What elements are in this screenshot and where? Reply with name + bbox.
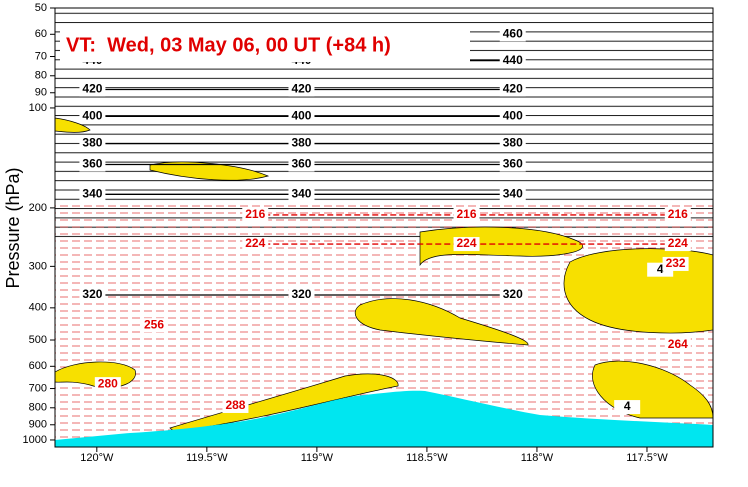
contour-label: 320 <box>503 287 523 301</box>
contour-label: 400 <box>503 109 523 123</box>
y-tick-label: 1000 <box>23 434 47 446</box>
y-tick-label: 900 <box>29 419 47 431</box>
plot-frame <box>54 7 714 448</box>
x-tick-label: 118°W <box>521 452 554 464</box>
contour-label-bg <box>664 237 691 252</box>
y-axis-label: Pressure (hPa) <box>3 167 23 288</box>
contour-label: 400 <box>82 109 102 123</box>
contour-label: 360 <box>82 157 102 171</box>
contour-label-bg <box>614 400 641 415</box>
contour-label-bg <box>288 288 315 303</box>
contour-label: 460 <box>503 26 523 40</box>
y-tick-label: 800 <box>29 402 47 414</box>
contour-label-bg <box>499 157 526 172</box>
contour-label-bg <box>79 288 106 303</box>
y-tick-label: 60 <box>35 28 47 40</box>
contour-label: 420 <box>291 82 311 96</box>
annotation: VT: Wed, 03 May 06, 00 UT (+84 h) <box>66 34 391 56</box>
contour-label: 288 <box>225 398 245 412</box>
y-tick-label: 200 <box>29 202 47 214</box>
contour-label-bg <box>288 136 315 151</box>
y-tick-label: 300 <box>29 260 47 272</box>
contour-label: 256 <box>144 317 164 331</box>
y-tick-label: 80 <box>35 70 47 82</box>
contour-label: 280 <box>98 376 118 390</box>
y-tick-label: 400 <box>29 302 47 314</box>
contour-label: 380 <box>503 136 523 150</box>
contour-label: 340 <box>82 186 102 200</box>
contour-label-bg <box>453 207 480 222</box>
contour-label-bg <box>288 187 315 202</box>
contour-label-bg <box>141 318 168 333</box>
contour-label: 224 <box>668 236 688 250</box>
contour-label: 4 <box>624 399 631 413</box>
contour-label-bg <box>662 256 689 271</box>
contour-label: 4 <box>657 262 664 276</box>
contour-label-bg <box>79 157 106 172</box>
contour-label-bg <box>94 377 121 392</box>
shading <box>354 298 529 346</box>
contour-label-bg <box>664 207 691 222</box>
contour-label-bg <box>288 82 315 97</box>
contour-label-bg <box>499 187 526 202</box>
contour-label: 420 <box>503 82 523 96</box>
x-tick-label: 118.5°W <box>406 452 448 464</box>
contour-label: 400 <box>291 109 311 123</box>
contour-label-bg <box>79 82 106 97</box>
contour-label-bg <box>499 109 526 124</box>
contour-label-bg <box>242 237 269 252</box>
contour-label: 224 <box>457 236 477 250</box>
contour-label-bg <box>664 337 691 352</box>
y-tick-label: 100 <box>29 102 47 114</box>
shading <box>55 117 91 133</box>
contour-label: 380 <box>82 136 102 150</box>
contour-label: 380 <box>291 136 311 150</box>
contour-label: 420 <box>82 82 102 96</box>
contour-label-bg <box>453 237 480 252</box>
shading <box>169 373 399 433</box>
contour-label: 320 <box>82 287 102 301</box>
contour-label: 232 <box>666 256 686 270</box>
contour-label: 340 <box>503 186 523 200</box>
contour-label-bg <box>499 27 526 42</box>
shading <box>149 161 270 181</box>
contour-label-bg <box>499 53 526 68</box>
background-contours <box>55 8 713 447</box>
contour-label-bg <box>79 187 106 202</box>
y-tick-label: 500 <box>29 334 47 346</box>
contour-label: 360 <box>291 157 311 171</box>
y-tick-label: 50 <box>35 2 47 14</box>
contour-label: 216 <box>457 207 477 221</box>
contour-label: 440 <box>503 53 523 67</box>
contour-label-bg <box>499 136 526 151</box>
x-tick-label: 119.5°W <box>186 452 228 464</box>
y-tick-label: 700 <box>29 382 47 394</box>
contour-label: 224 <box>245 236 265 250</box>
contour-label-bg <box>288 109 315 124</box>
data-layer: 50 60 70 80 90 100 200 300 400 500 600 700 800 900 100… <box>23 2 691 464</box>
contour-label: 216 <box>245 207 265 221</box>
contour-label: 340 <box>291 186 311 200</box>
contour-label-bg <box>288 157 315 172</box>
contour-label: 320 <box>291 287 311 301</box>
contour-label-bg <box>499 82 526 97</box>
x-tick-label: 117.5°W <box>626 452 668 464</box>
y-tick-label: 70 <box>35 50 47 62</box>
contour-label: 216 <box>668 207 688 221</box>
shading <box>419 226 583 267</box>
contour-label: 264 <box>668 337 688 351</box>
y-tick-label: 600 <box>29 360 47 372</box>
annotation-box <box>60 28 470 62</box>
y-tick-label: 90 <box>35 87 47 99</box>
contour-label-bg <box>499 288 526 303</box>
contour-label-bg <box>222 398 249 413</box>
x-tick-label: 119°W <box>301 452 334 464</box>
x-tick-label: 120°W <box>80 452 114 464</box>
terrain <box>55 390 713 447</box>
contour-label-bg <box>79 136 106 151</box>
contour-label-bg <box>79 109 106 124</box>
contour-label-bg <box>242 207 269 222</box>
contour-label: 360 <box>503 157 523 171</box>
